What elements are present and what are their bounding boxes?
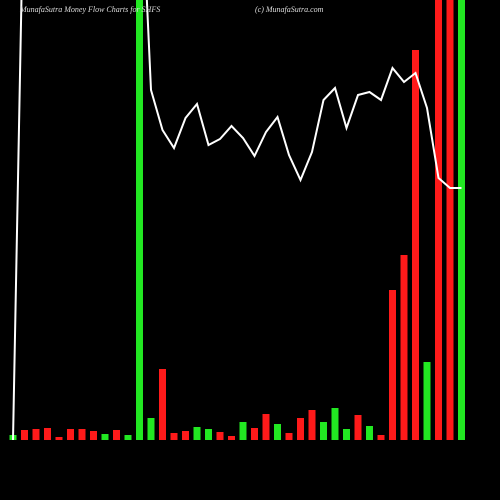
bar: [400, 255, 408, 440]
bar: [251, 428, 258, 440]
chart-subtitle: (c) MunafaSutra.com: [255, 5, 324, 14]
bar: [113, 430, 120, 440]
bar: [354, 415, 362, 440]
bar: [274, 424, 281, 440]
bar: [101, 434, 109, 440]
bar: [182, 431, 189, 440]
bar: [78, 429, 86, 440]
bar: [435, 0, 442, 440]
bar: [239, 422, 247, 440]
bar: [262, 414, 270, 440]
bar: [136, 0, 143, 440]
bar: [331, 408, 339, 440]
price-line: [12, 0, 462, 440]
bar: [55, 437, 63, 440]
bar: [458, 0, 465, 440]
bar: [32, 429, 40, 440]
chart-title: MunafaSutra Money Flow Charts for SHFS: [19, 5, 160, 14]
bar: [285, 433, 293, 440]
bar: [423, 362, 431, 440]
bar: [343, 429, 350, 440]
bar: [320, 422, 327, 440]
bar: [205, 429, 212, 440]
bar: [377, 435, 385, 440]
bar: [389, 290, 396, 440]
bar: [124, 435, 132, 440]
bar: [159, 369, 166, 440]
bar: [216, 432, 224, 440]
bar: [446, 0, 454, 440]
bar: [90, 431, 97, 440]
bar: [147, 418, 155, 440]
bar: [21, 430, 28, 440]
bar: [228, 436, 235, 440]
bar: [366, 426, 373, 440]
bar: [297, 418, 304, 440]
bar: [67, 429, 74, 440]
bar: [193, 427, 201, 440]
bar: [308, 410, 316, 440]
bar: [44, 428, 51, 440]
bar: [412, 50, 419, 440]
bar: [170, 433, 178, 440]
